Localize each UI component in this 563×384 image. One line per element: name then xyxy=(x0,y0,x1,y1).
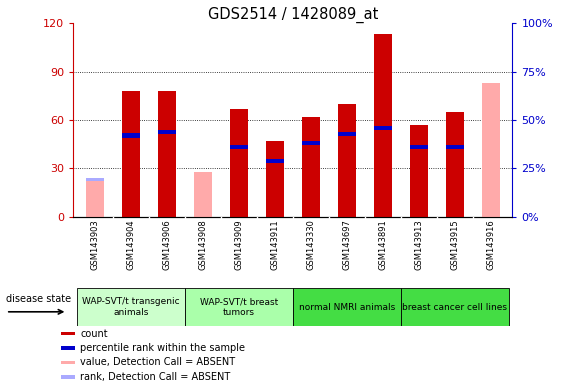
Bar xyxy=(61,375,75,379)
Bar xyxy=(230,109,248,217)
Bar xyxy=(185,288,293,326)
Text: WAP-SVT/t transgenic
animals: WAP-SVT/t transgenic animals xyxy=(82,298,180,317)
Bar xyxy=(401,288,509,326)
Text: percentile rank within the sample: percentile rank within the sample xyxy=(80,343,245,353)
Bar xyxy=(374,34,392,217)
Text: GSM143911: GSM143911 xyxy=(270,219,279,270)
Text: GSM143697: GSM143697 xyxy=(342,219,351,270)
Bar xyxy=(122,134,140,137)
Bar xyxy=(446,112,464,217)
Bar xyxy=(158,91,176,217)
Text: GSM143908: GSM143908 xyxy=(198,219,207,270)
Bar xyxy=(482,83,500,217)
Text: GSM143903: GSM143903 xyxy=(90,219,99,270)
Text: GSM143909: GSM143909 xyxy=(234,219,243,270)
Text: value, Detection Call = ABSENT: value, Detection Call = ABSENT xyxy=(80,358,235,367)
Bar xyxy=(61,332,75,335)
Bar xyxy=(266,141,284,217)
Text: GSM143913: GSM143913 xyxy=(414,219,423,270)
Bar xyxy=(302,117,320,217)
Text: GSM143915: GSM143915 xyxy=(450,219,459,270)
Text: GSM143891: GSM143891 xyxy=(378,219,387,270)
Bar xyxy=(86,178,104,217)
Text: GSM143916: GSM143916 xyxy=(486,219,495,270)
Text: count: count xyxy=(80,329,108,339)
Bar xyxy=(86,181,104,217)
Text: WAP-SVT/t breast
tumors: WAP-SVT/t breast tumors xyxy=(200,298,278,317)
Bar xyxy=(61,346,75,350)
Bar xyxy=(293,288,401,326)
Bar xyxy=(266,159,284,163)
Text: rank, Detection Call = ABSENT: rank, Detection Call = ABSENT xyxy=(80,372,230,382)
Text: GSM143906: GSM143906 xyxy=(162,219,171,270)
Bar xyxy=(410,125,428,217)
Bar xyxy=(410,145,428,149)
Bar xyxy=(61,361,75,364)
Bar xyxy=(77,288,185,326)
Text: disease state: disease state xyxy=(6,294,71,304)
Bar xyxy=(374,126,392,130)
Bar xyxy=(122,91,140,217)
Text: GSM143904: GSM143904 xyxy=(126,219,135,270)
Text: GSM143330: GSM143330 xyxy=(306,219,315,270)
Bar xyxy=(230,145,248,149)
Bar xyxy=(302,141,320,145)
Text: normal NMRI animals: normal NMRI animals xyxy=(298,303,395,312)
Text: breast cancer cell lines: breast cancer cell lines xyxy=(402,303,507,312)
Bar xyxy=(338,104,356,217)
Bar xyxy=(338,132,356,136)
Bar xyxy=(446,145,464,149)
Title: GDS2514 / 1428089_at: GDS2514 / 1428089_at xyxy=(208,7,378,23)
Bar xyxy=(158,130,176,134)
Bar xyxy=(194,172,212,217)
